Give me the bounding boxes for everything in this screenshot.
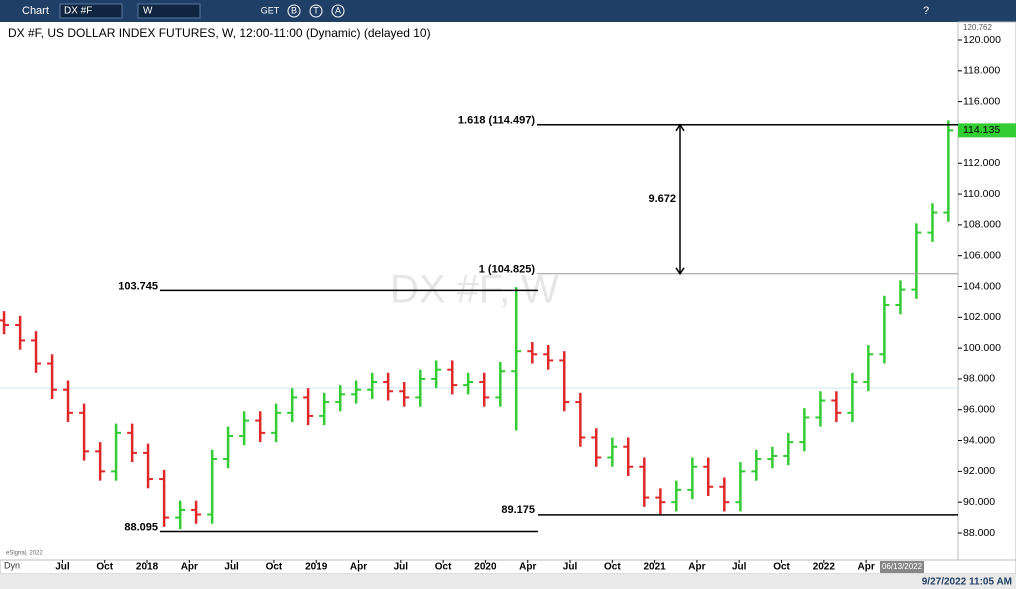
y-tick-label: 94.000: [963, 434, 995, 446]
interval-box[interactable]: [137, 3, 201, 19]
x-tick-label: Jul: [55, 562, 70, 573]
axis-top-label: 120.762: [963, 23, 992, 32]
help-button[interactable]: ?: [923, 5, 929, 17]
chart-title: DX #F, US DOLLAR INDEX FUTURES, W, 12:00…: [8, 26, 431, 40]
y-tick-label: 102.000: [963, 311, 1001, 323]
cursor-date: 06/13/2022: [882, 562, 923, 571]
y-tick-label: 116.000: [963, 95, 1000, 107]
x-tick-label: Apr: [181, 562, 198, 573]
x-tick-label: Jul: [732, 562, 747, 573]
y-tick-label: 100.000: [963, 342, 1001, 354]
toolbar: [0, 0, 1016, 22]
symbol-box[interactable]: [59, 3, 123, 19]
x-tick-label: Oct: [773, 562, 790, 573]
measure-label: 9.672: [648, 193, 676, 205]
toolbar-icon[interactable]: A: [335, 5, 341, 15]
level-label: 88.095: [124, 521, 158, 533]
status-bar: [0, 574, 1016, 589]
toolbar-icon[interactable]: GET: [261, 5, 280, 15]
x-tick-label: Apr: [519, 562, 536, 573]
toolbar-icon[interactable]: T: [313, 5, 319, 15]
x-tick-label: Apr: [350, 562, 367, 573]
timestamp: 9/27/2022 11:05 AM: [922, 577, 1012, 588]
x-tick-label: Apr: [858, 562, 875, 573]
watermark: DX #F, W: [390, 268, 559, 312]
copyright: eSignal, 2022: [6, 551, 43, 557]
y-tick-label: 120.000: [963, 34, 1001, 46]
x-tick-label: Apr: [688, 562, 705, 573]
last-price-label: 114.135: [963, 124, 1000, 136]
interval-input[interactable]: W: [143, 6, 153, 17]
y-tick-label: 106.000: [963, 249, 1001, 261]
y-tick-label: 92.000: [963, 465, 995, 477]
mode-label: Dyn: [4, 560, 20, 570]
toolbar-icon-ring[interactable]: [287, 4, 301, 18]
y-tick-label: 118.000: [963, 65, 1000, 77]
x-tick-label: 2022: [813, 562, 836, 573]
x-tick-label: 2020: [474, 562, 497, 573]
price-axis: [957, 21, 1016, 561]
fib-label: 1.618 (114.497): [458, 115, 535, 127]
y-tick-label: 90.000: [963, 496, 995, 508]
fib-label: 1 (104.825): [479, 264, 536, 276]
y-tick-label: 98.000: [963, 373, 995, 385]
symbol-input[interactable]: DX #F: [64, 6, 92, 17]
measure-arrow: [675, 123, 685, 276]
x-tick-label: Jul: [563, 562, 578, 573]
y-tick-label: 96.000: [963, 404, 995, 416]
app-label: Chart: [22, 5, 49, 17]
x-tick-label: Jul: [394, 562, 409, 573]
x-tick-label: Oct: [96, 562, 113, 573]
y-tick-label: 108.000: [963, 219, 1001, 231]
toolbar-icon-ring[interactable]: [309, 4, 323, 18]
x-tick-label: 2019: [305, 562, 328, 573]
y-tick-label: 88.000: [963, 527, 995, 539]
toolbar-icon-ring[interactable]: [331, 4, 345, 18]
level-label: 103.745: [118, 280, 158, 292]
toolbar-icon[interactable]: B: [291, 5, 297, 15]
x-tick-label: 2021: [644, 562, 667, 573]
y-tick-label: 110.000: [963, 188, 1000, 200]
y-tick-label: 104.000: [963, 280, 1001, 292]
x-tick-label: 2018: [136, 562, 159, 573]
x-tick-label: Oct: [435, 562, 452, 573]
x-tick-label: Jul: [224, 562, 239, 573]
x-tick-label: Oct: [266, 562, 283, 573]
x-tick-label: Oct: [604, 562, 621, 573]
cursor-date-box: [880, 561, 924, 573]
y-tick-label: 112.000: [963, 157, 1000, 169]
level-label: 89.175: [501, 504, 535, 516]
last-price-box: [958, 123, 1016, 138]
